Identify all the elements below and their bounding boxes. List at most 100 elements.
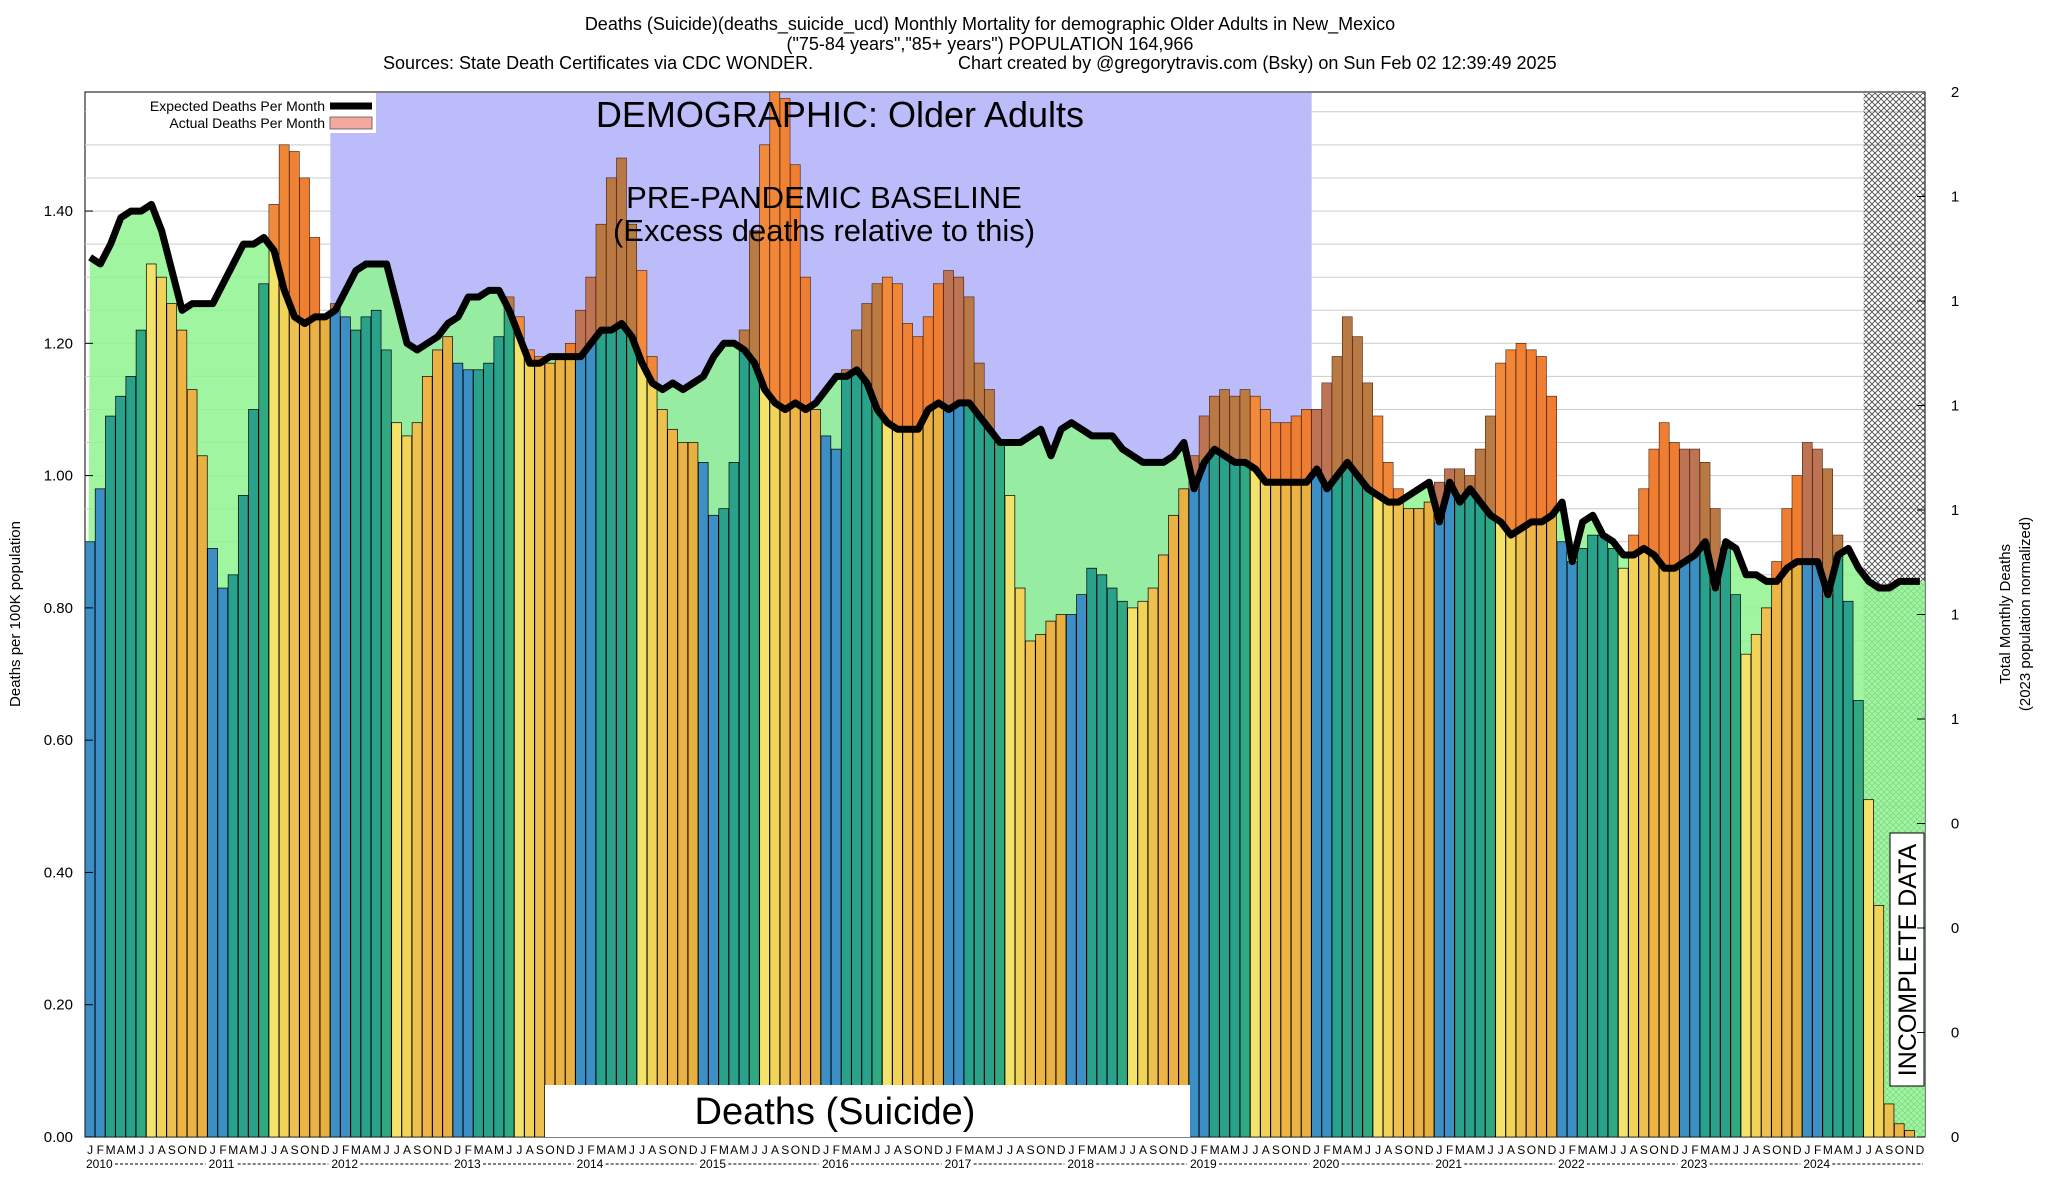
bar [1842, 600, 1854, 1137]
excess-deaths-overlay [1393, 488, 1404, 503]
x-month-label: A [526, 1143, 534, 1157]
x-month-label: N [311, 1143, 320, 1157]
y-axis-right: 0 0 0 0 1 1 1 1 1 1 2 [1917, 84, 1959, 1146]
x-month-label: F [1814, 1143, 1821, 1157]
excess-deaths-overlay [637, 270, 647, 364]
bar [738, 329, 750, 1137]
bar [1587, 534, 1598, 1137]
x-month-label: J [1314, 1143, 1320, 1157]
x-month-label: A [1589, 1143, 1597, 1157]
x-month-label: S [1517, 1143, 1525, 1157]
x-month-label: J [1559, 1143, 1565, 1157]
x-month-label: F [1691, 1143, 1698, 1157]
x-month-label: J [210, 1143, 216, 1157]
x-month-label: N [801, 1143, 810, 1157]
excess-deaths-overlay [953, 277, 964, 403]
y2-tick-label: 0 [1951, 1025, 1959, 1042]
demographic-annotation: DEMOGRAPHIC: Older Adults [596, 94, 1084, 135]
x-month-label: A [771, 1143, 779, 1157]
x-year-label: 2019 [1190, 1157, 1217, 1171]
x-month-label: M [126, 1143, 136, 1157]
bar [1781, 508, 1793, 1137]
x-year-label: 2016 [822, 1157, 849, 1171]
excess-deaths-overlay [1485, 416, 1496, 516]
x-month-label: M [985, 1143, 995, 1157]
bar [1382, 462, 1394, 1137]
excess-deaths-overlay [1628, 535, 1639, 555]
x-month-label: F [219, 1143, 226, 1157]
x-month-label: O [545, 1143, 554, 1157]
x-year-label: 2013 [454, 1157, 481, 1171]
bar [1832, 534, 1844, 1137]
x-month-label: J [1498, 1143, 1504, 1157]
bar [1628, 534, 1639, 1137]
x-month-label: S [1763, 1143, 1771, 1157]
bar [1444, 468, 1455, 1137]
x-month-label: M [1578, 1143, 1588, 1157]
excess-deaths-overlay [872, 283, 882, 410]
x-month-label: N [1169, 1143, 1178, 1157]
bar [135, 329, 147, 1137]
y-tick-label: 0.40 [44, 864, 73, 881]
excess-deaths-overlay [1679, 449, 1690, 562]
bar [544, 362, 556, 1137]
x-month-label: D [812, 1143, 821, 1157]
bar [340, 316, 351, 1137]
x-month-label: J [455, 1143, 461, 1157]
x-month-label: N [924, 1143, 933, 1157]
bar [1607, 548, 1619, 1137]
bar [1188, 455, 1200, 1137]
bar [902, 323, 913, 1137]
bar [1076, 594, 1087, 1137]
excess-deaths-overlay [1260, 409, 1271, 483]
bar [442, 336, 453, 1137]
bar [1853, 700, 1864, 1137]
x-month-label: O [177, 1143, 186, 1157]
x-month-label: F [833, 1143, 840, 1157]
x-month-label: J [639, 1143, 645, 1157]
y2-tick-label: 1 [1951, 711, 1959, 728]
x-month-label: N [433, 1143, 442, 1157]
x-month-label: F [97, 1143, 104, 1157]
baseline-annotation-line1: PRE-PANDEMIC BASELINE [626, 180, 1022, 215]
excess-deaths-overlay [1659, 422, 1670, 569]
bar [483, 362, 494, 1137]
x-month-label: M [106, 1143, 116, 1157]
excess-deaths-overlay [1383, 462, 1394, 503]
x-month-label: J [752, 1143, 758, 1157]
bar [1096, 574, 1108, 1137]
incomplete-annotation: INCOMPLETE DATA [1894, 843, 1922, 1076]
bar [1025, 640, 1036, 1137]
x-month-label: S [168, 1143, 176, 1157]
bar [1740, 653, 1752, 1137]
x-month-label: J [506, 1143, 512, 1157]
bar [595, 223, 607, 1137]
x-month-label: J [1130, 1143, 1136, 1157]
bar [1178, 488, 1189, 1137]
x-month-label: M [249, 1143, 259, 1157]
excess-deaths-overlay [1771, 561, 1782, 582]
x-year-label: 2010 [86, 1157, 113, 1171]
bar [820, 435, 832, 1137]
excess-deaths-overlay [1465, 475, 1475, 489]
excess-deaths-overlay [1301, 409, 1312, 483]
y2-axis-label-line2: (2023 population normalized) [2017, 517, 2034, 711]
bar [1566, 561, 1578, 1137]
bar [1873, 905, 1885, 1137]
x-month-label: S [1885, 1143, 1893, 1157]
bar [1239, 389, 1251, 1137]
x-month-label: M [371, 1143, 381, 1157]
x-year-label: 2020 [1313, 1157, 1340, 1171]
y2-tick-label: 1 [1951, 189, 1959, 206]
bar [1362, 382, 1373, 1137]
x-month-label: J [946, 1143, 952, 1157]
incomplete-label-box [1889, 832, 1925, 1087]
x-month-label: D [934, 1143, 943, 1157]
bar [1403, 508, 1414, 1137]
excess-deaths-overlay [1454, 468, 1465, 503]
x-month-label: J [1007, 1143, 1013, 1157]
x-month-label: A [280, 1143, 288, 1157]
y-tick-label: 1.20 [44, 335, 73, 352]
x-month-label: S [1272, 1143, 1280, 1157]
bar [1014, 587, 1026, 1137]
